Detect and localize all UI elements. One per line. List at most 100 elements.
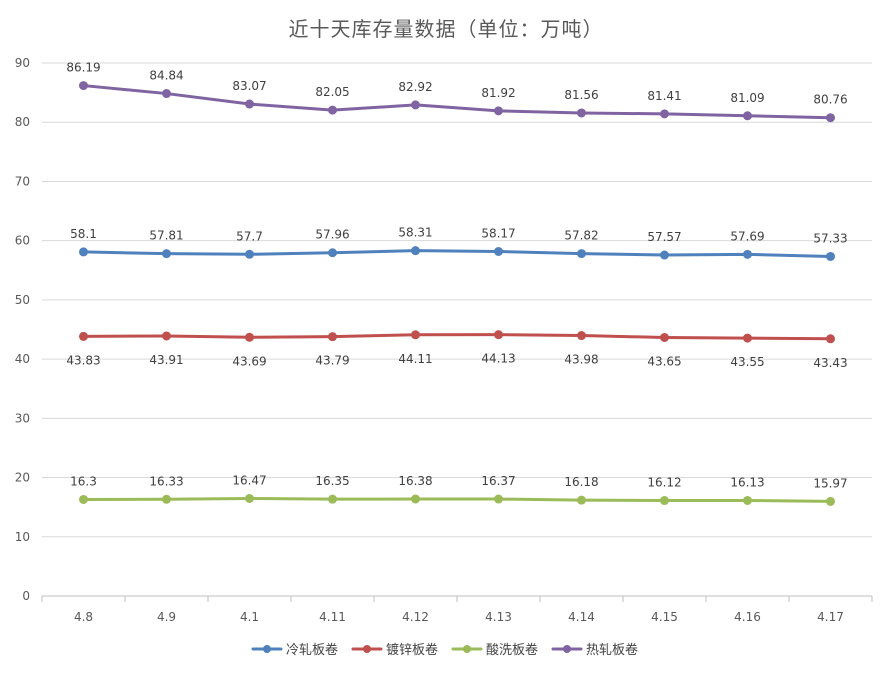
- data-label: 57.33: [813, 231, 847, 245]
- data-point: [162, 249, 171, 259]
- series-line: [82, 496, 832, 503]
- x-tick-label: 4.1: [240, 610, 259, 624]
- data-labels: 58.1 57.81 57.7 57.96 58.31 58.17 57.82 57.57 57…: [66, 61, 847, 491]
- data-point: [660, 109, 669, 119]
- data-point: [660, 250, 669, 260]
- data-label: 43.83: [66, 353, 100, 367]
- legend-label: 镀锌板卷: [386, 642, 438, 658]
- data-label: 57.81: [149, 229, 183, 243]
- data-point: [826, 113, 835, 123]
- data-label: 16.13: [730, 475, 764, 489]
- data-label: 16.33: [149, 474, 183, 488]
- data-point: [494, 247, 503, 257]
- data-point: [743, 111, 752, 121]
- data-point: [577, 495, 586, 505]
- data-label: 16.35: [315, 474, 349, 488]
- y-tick-label: 40: [15, 352, 30, 366]
- legend-label: 酸洗板卷: [486, 642, 538, 658]
- data-label: 44.13: [481, 352, 515, 366]
- data-label: 81.92: [481, 86, 515, 100]
- x-tick-label: 4.12: [402, 610, 429, 624]
- data-label: 43.65: [647, 354, 681, 368]
- x-tick-label: 4.8: [74, 610, 93, 624]
- data-label: 57.82: [564, 229, 598, 243]
- y-tick-label: 60: [15, 234, 30, 248]
- data-point: [660, 332, 669, 342]
- legend-swatch-marker: [563, 645, 571, 653]
- data-point: [79, 247, 88, 257]
- legend: 冷轧板卷 镀锌板卷 酸洗板卷 热轧板卷: [251, 642, 638, 658]
- data-point: [577, 249, 586, 259]
- data-point: [79, 331, 88, 341]
- data-label: 43.91: [149, 353, 183, 367]
- data-point: [494, 106, 503, 116]
- y-tick-label: 70: [15, 174, 30, 188]
- data-point: [245, 249, 254, 259]
- data-point: [826, 251, 835, 261]
- y-tick-label: 0: [22, 589, 30, 603]
- legend-swatch-marker: [263, 645, 271, 653]
- data-label: 57.69: [730, 229, 764, 243]
- data-label: 16.18: [564, 475, 598, 489]
- legend-swatch-marker: [363, 645, 371, 653]
- data-label: 43.98: [564, 353, 598, 367]
- x-tick-label: 4.11: [319, 610, 346, 624]
- data-point: [660, 496, 669, 506]
- data-label: 57.7: [236, 229, 263, 243]
- series-line: [82, 249, 832, 258]
- data-label: 44.11: [398, 352, 432, 366]
- y-tick-label: 50: [15, 293, 30, 307]
- data-label: 58.1: [70, 227, 97, 241]
- data-point: [245, 332, 254, 342]
- data-point: [826, 334, 835, 344]
- data-point: [245, 493, 254, 503]
- legend-label: 冷轧板卷: [286, 642, 338, 658]
- data-label: 15.97: [813, 476, 847, 490]
- x-tick-label: 4.15: [651, 610, 678, 624]
- series-line: [82, 84, 832, 120]
- data-label: 16.12: [647, 476, 681, 490]
- data-point: [411, 246, 420, 256]
- data-label: 82.05: [315, 85, 349, 99]
- data-label: 81.09: [730, 91, 764, 105]
- y-tick-label: 10: [15, 530, 30, 544]
- y-tick-label: 30: [15, 411, 30, 425]
- data-label: 16.47: [232, 473, 266, 487]
- x-tick-label: 4.16: [734, 610, 761, 624]
- data-label: 80.76: [813, 93, 847, 107]
- data-point: [162, 494, 171, 504]
- y-tick-label: 90: [15, 56, 30, 70]
- data-label: 58.31: [398, 226, 432, 240]
- y-tick-label: 20: [15, 471, 30, 485]
- x-tick-label: 4.17: [817, 610, 844, 624]
- data-label: 86.19: [66, 61, 100, 75]
- data-point: [743, 249, 752, 259]
- data-point: [328, 332, 337, 342]
- data-point: [743, 333, 752, 343]
- data-label: 57.57: [647, 230, 681, 244]
- data-label: 16.38: [398, 474, 432, 488]
- data-label: 81.41: [647, 89, 681, 103]
- data-point: [411, 100, 420, 110]
- data-point: [494, 494, 503, 504]
- data-point: [743, 495, 752, 505]
- series-line: [82, 333, 832, 341]
- data-point: [411, 330, 420, 340]
- data-point: [577, 108, 586, 118]
- data-label: 16.3: [70, 474, 97, 488]
- data-label: 43.43: [813, 356, 847, 370]
- x-tick-label: 4.13: [485, 610, 512, 624]
- data-point: [162, 331, 171, 341]
- data-point: [328, 248, 337, 258]
- data-point: [162, 89, 171, 99]
- data-point: [79, 81, 88, 91]
- data-label: 58.17: [481, 227, 515, 241]
- x-tick-label: 4.9: [157, 610, 176, 624]
- data-label: 16.37: [481, 474, 515, 488]
- data-point: [577, 331, 586, 341]
- data-label: 57.96: [315, 228, 349, 242]
- axes: 0 10 20 30 40 50 60 70 80 90 4.8 4.9 4.1 4.11 4.12 4.13…: [15, 56, 873, 624]
- legend-label: 热轧板卷: [586, 642, 638, 658]
